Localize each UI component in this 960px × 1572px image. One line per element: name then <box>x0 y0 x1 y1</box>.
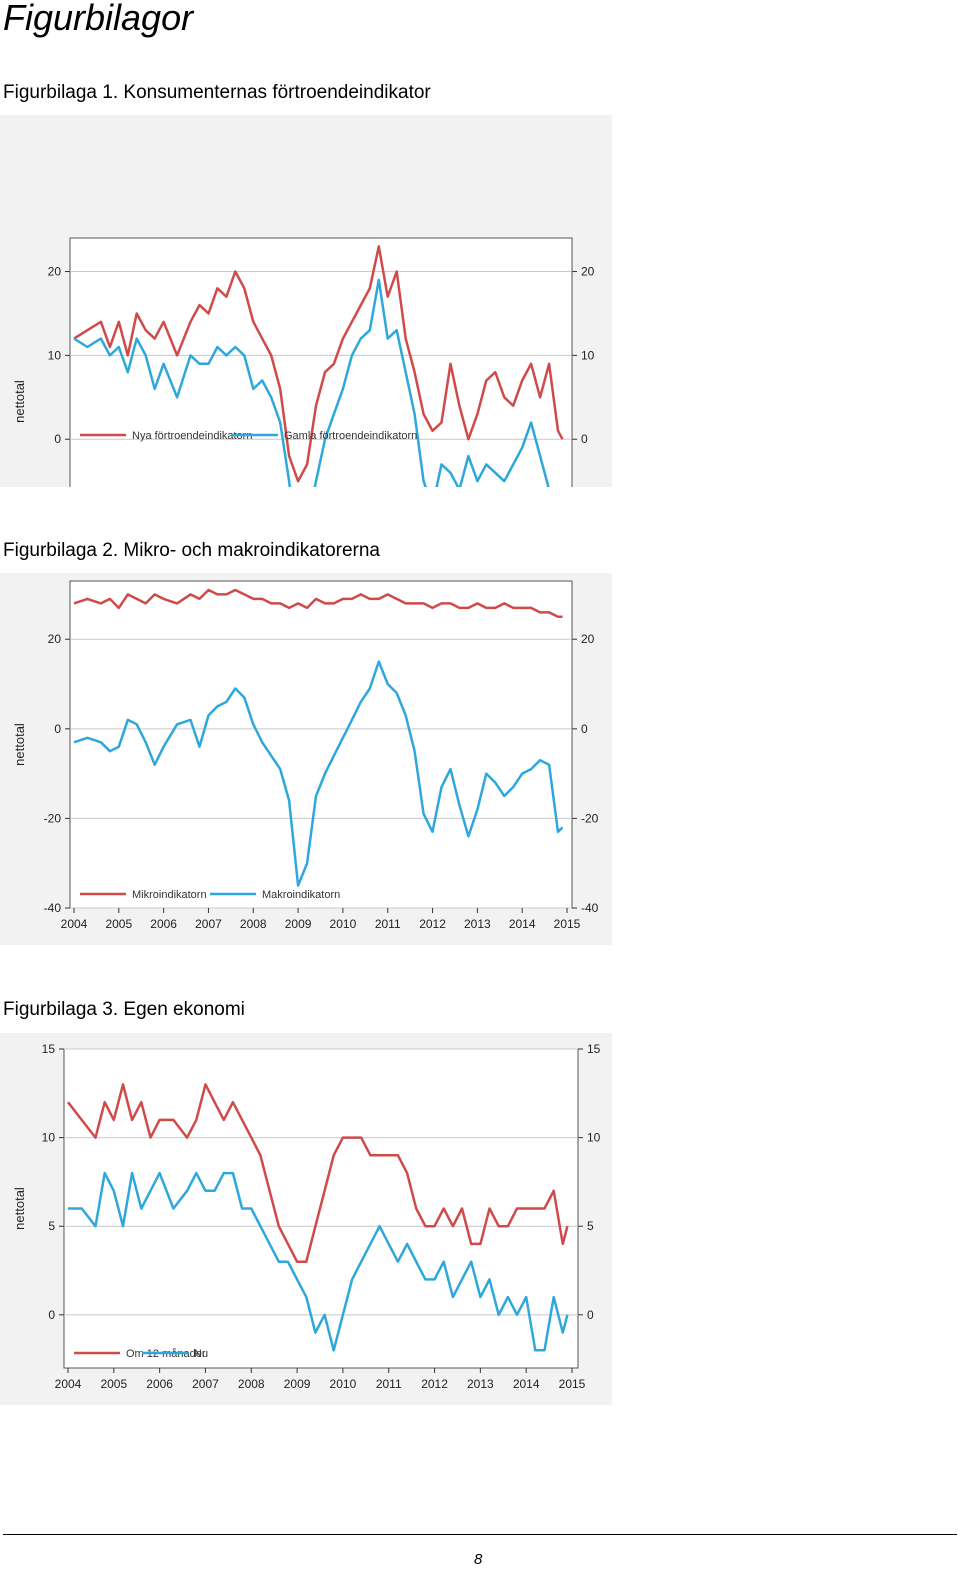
y-tick-label-right: 0 <box>581 432 588 446</box>
page-heading: Figurbilagor <box>3 0 194 38</box>
y-tick-label-right: 5 <box>587 1219 594 1233</box>
x-tick-label: 2005 <box>105 917 132 931</box>
y-tick-label-left: -40 <box>44 901 62 915</box>
figure-1-chart-svg: 2020101000-10-10200420052006200720082009… <box>0 115 612 487</box>
x-tick-label: 2010 <box>330 917 357 931</box>
series-line-2 <box>73 660 564 887</box>
page-number: 8 <box>474 1551 483 1568</box>
y-tick-label-left: 10 <box>48 348 62 362</box>
figure-1-chart: 2020101000-10-10200420052006200720082009… <box>0 115 612 487</box>
x-tick-label: 2011 <box>375 917 401 931</box>
y-tick-label-left: 0 <box>54 722 61 736</box>
y-tick-label-right: 0 <box>587 1308 594 1322</box>
y-axis-label: nettotal <box>12 1187 27 1230</box>
x-tick-label: 2007 <box>192 1377 219 1391</box>
y-tick-label-right: 20 <box>581 265 595 279</box>
x-tick-label: 2011 <box>376 1377 402 1391</box>
x-tick-label: 2008 <box>240 917 267 931</box>
legend-label-1: Nya förtroendeindikatorn <box>132 430 252 442</box>
series-line-1 <box>73 245 564 483</box>
y-tick-label-left: 0 <box>54 432 61 446</box>
x-tick-label: 2005 <box>100 1377 127 1391</box>
y-tick-label-right: 10 <box>581 348 595 362</box>
plot-area <box>69 580 573 909</box>
x-tick-label: 2004 <box>61 917 88 931</box>
y-tick-label-left: -20 <box>44 811 62 825</box>
figure-2-title: Figurbilaga 2. Mikro- och makroindikator… <box>3 540 380 561</box>
figure-3-title: Figurbilaga 3. Egen ekonomi <box>3 999 245 1020</box>
y-axis-label: nettotal <box>12 380 27 423</box>
footer-rule <box>3 1534 957 1535</box>
y-tick-label-left: 5 <box>48 1219 55 1233</box>
legend-label-2: Makroindikatorn <box>262 889 340 901</box>
x-tick-label: 2014 <box>509 917 536 931</box>
y-tick-label-left: 0 <box>48 1308 55 1322</box>
y-tick-label-right: 0 <box>581 722 588 736</box>
x-tick-label: 2009 <box>284 1377 311 1391</box>
figure-2-chart: 20 20 0 0 -20 -20 -40 -40 2004 2005 2006 2007 2008 20… <box>0 573 612 945</box>
x-tick-label: 2014 <box>513 1377 540 1391</box>
x-tick-label: 2007 <box>195 917 222 931</box>
figure-1-title: Figurbilaga 1. Konsumenternas förtroende… <box>3 82 431 103</box>
y-tick-label-left: 20 <box>48 632 62 646</box>
x-tick-label: 2008 <box>238 1377 265 1391</box>
x-tick-label: 2013 <box>467 1377 494 1391</box>
y-tick-label-left: 15 <box>42 1042 56 1056</box>
figure-3-chart-svg: 15 15 10 10 5 5 0 0 2004 2005 2006 2007 2008 2009 2010… <box>0 1033 612 1405</box>
x-tick-label: 2013 <box>464 917 491 931</box>
x-tick-label: 2009 <box>285 917 312 931</box>
series-line-2 <box>68 1171 569 1352</box>
x-tick-label: 2015 <box>559 1377 586 1391</box>
y-tick-label-left: 10 <box>42 1131 56 1145</box>
plot-area <box>69 237 573 487</box>
y-tick-label-right: -40 <box>581 901 599 915</box>
y-tick-label-right: -20 <box>581 811 599 825</box>
x-tick-label: 2006 <box>146 1377 173 1391</box>
figure-3-chart: 15 15 10 10 5 5 0 0 2004 2005 2006 2007 2008 2009 2010… <box>0 1033 612 1405</box>
y-tick-label-left: 20 <box>48 265 62 279</box>
x-tick-label: 2004 <box>55 1377 82 1391</box>
x-tick-label: 2010 <box>330 1377 357 1391</box>
series-line-1 <box>67 1083 569 1263</box>
figure-2-chart-svg: 20 20 0 0 -20 -20 -40 -40 2004 2005 2006 2007 2008 20… <box>0 573 612 945</box>
legend-label-1: Mikroindikatorn <box>132 889 207 901</box>
legend-label-2: Gamla förtroendeindikatorn <box>284 430 417 442</box>
series-line-1 <box>73 588 563 619</box>
series-line-2 <box>73 278 550 487</box>
y-axis-label: nettotal <box>12 723 27 766</box>
y-tick-label-right: 10 <box>587 1131 601 1145</box>
legend-label-2: Nu <box>194 1348 208 1360</box>
y-tick-label-right: 15 <box>587 1042 601 1056</box>
x-tick-label: 2015 <box>554 917 581 931</box>
x-tick-label: 2012 <box>419 917 446 931</box>
x-tick-label: 2006 <box>150 917 177 931</box>
y-tick-label-right: 20 <box>581 632 595 646</box>
x-tick-label: 2012 <box>421 1377 448 1391</box>
